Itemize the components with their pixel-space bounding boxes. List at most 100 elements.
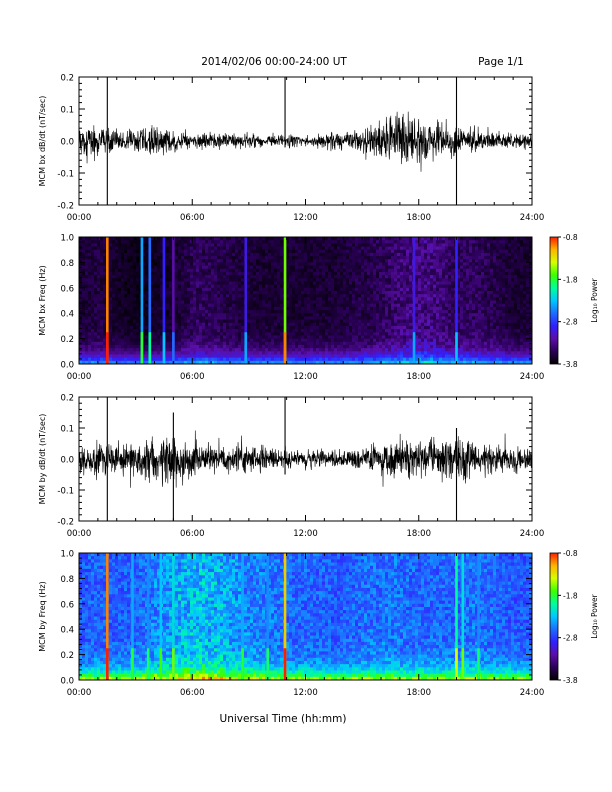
- spectrogram-cell: [88, 357, 92, 362]
- spectrogram-cell: [415, 303, 419, 308]
- spectrogram-cell: [406, 278, 410, 282]
- spectrogram-cell: [97, 329, 101, 333]
- spectrogram-cell: [373, 332, 377, 336]
- spectrogram-cell: [115, 268, 119, 273]
- spectrogram-cell: [91, 278, 95, 282]
- spectrogram-cell: [391, 294, 395, 298]
- spectrogram-cell: [310, 351, 314, 355]
- spectrogram-cell: [427, 256, 431, 260]
- spectrogram-cell: [199, 259, 203, 263]
- spectrogram-cell: [301, 243, 305, 247]
- spectrogram-cell: [91, 303, 95, 308]
- spectrogram-cell: [436, 262, 440, 266]
- spectrogram-cell: [229, 290, 233, 295]
- spectrogram-cell: [169, 303, 173, 308]
- spectrogram-cell: [151, 297, 155, 301]
- spectrogram-cell: [223, 294, 227, 298]
- spectrogram-cell: [373, 278, 377, 282]
- spectrogram-cell: [337, 332, 341, 336]
- spectrogram-cell: [307, 265, 311, 270]
- spectrogram-cell: [313, 262, 317, 266]
- spectrogram-cell: [97, 249, 101, 254]
- spectrogram-cell: [427, 310, 431, 314]
- spectrogram-cell: [169, 246, 173, 251]
- spectrogram-cell: [436, 335, 440, 339]
- spectrogram-cell: [175, 344, 179, 349]
- spectrogram-cell: [307, 240, 311, 244]
- spectrogram-cell: [217, 348, 221, 352]
- spectrogram-cell: [124, 300, 128, 305]
- spectrogram-cell: [175, 316, 179, 320]
- spectrogram-cell: [289, 278, 293, 282]
- spectrogram-cell: [85, 313, 89, 317]
- spectrogram-cell: [205, 243, 209, 247]
- spectrogram-cell: [424, 268, 428, 273]
- spectrogram-cell: [217, 354, 221, 359]
- spectrogram-cell: [277, 256, 281, 260]
- spectrogram-cell: [259, 319, 263, 324]
- spectrogram-cell: [415, 341, 419, 346]
- spectrogram-cell: [169, 268, 173, 273]
- spectrogram-cell: [94, 243, 98, 247]
- spectrogram-cell: [418, 332, 422, 336]
- spectrogram-cell: [343, 319, 347, 324]
- spectrogram-cell: [400, 351, 404, 355]
- spectrogram-cell: [298, 243, 302, 247]
- spectrogram-cell: [199, 338, 203, 343]
- spectrogram-cell: [232, 303, 236, 308]
- spectrogram-cell: [391, 268, 395, 273]
- spectrogram-cell: [79, 275, 83, 279]
- spectrogram-cell: [250, 262, 254, 266]
- spectrogram-cell: [334, 256, 338, 260]
- spectrogram-cell: [274, 265, 278, 270]
- spectrogram-cell: [370, 341, 374, 346]
- spectrogram-cell: [103, 329, 107, 333]
- spectrogram-cell: [229, 246, 233, 251]
- spectrogram-cell: [250, 237, 254, 241]
- spectrogram-cell: [418, 259, 422, 263]
- spectrogram-cell: [304, 256, 308, 260]
- spectrogram-cell: [319, 310, 323, 314]
- spectrogram-cell: [292, 246, 296, 251]
- spectrogram-cell: [295, 275, 299, 279]
- spectrogram-cell: [235, 300, 239, 305]
- spectrogram-cell: [331, 278, 335, 282]
- spectrogram-cell: [352, 281, 356, 286]
- spectrogram-cell: [247, 348, 251, 352]
- spectrogram-cell: [418, 357, 422, 362]
- spectrogram-cell: [370, 252, 374, 257]
- spectrogram-cell: [223, 351, 227, 355]
- spectrogram-cell: [433, 252, 437, 257]
- spectrogram-cell: [214, 313, 218, 317]
- spectrogram-cell: [334, 325, 338, 330]
- spectrogram-cell: [259, 237, 263, 241]
- spectrogram-cell: [130, 265, 134, 270]
- spectrogram-cell: [349, 281, 353, 286]
- spectrogram-cell: [253, 252, 257, 257]
- spectrogram-cell: [166, 329, 170, 333]
- spectrogram-cell: [397, 290, 401, 295]
- spectrogram-cell: [298, 332, 302, 336]
- spectrogram-cell: [268, 316, 272, 320]
- spectrogram-cell: [133, 268, 137, 273]
- spectrogram-cell: [232, 256, 236, 260]
- spectrogram-cell: [376, 246, 380, 251]
- spectrogram-cell: [352, 310, 356, 314]
- spectrogram-cell: [193, 240, 197, 244]
- spectrogram-cell: [235, 262, 239, 266]
- spectrogram-cell: [175, 249, 179, 254]
- spectrogram-cell: [337, 290, 341, 295]
- spectrogram-cell: [235, 290, 239, 295]
- spectrogram-cell: [226, 341, 230, 346]
- spectrogram-cell: [292, 332, 296, 336]
- spectrogram-cell: [151, 249, 155, 254]
- spectrogram-cell: [133, 306, 137, 311]
- spectrogram-cell: [424, 300, 428, 305]
- spectrogram-cell: [103, 259, 107, 263]
- spectrogram-cell: [418, 325, 422, 330]
- spectrogram-cell: [208, 297, 212, 301]
- spectrogram-cell: [358, 354, 362, 359]
- spectrogram-cell: [220, 294, 224, 298]
- spectrogram-cell: [424, 332, 428, 336]
- spectrogram-cell: [97, 278, 101, 282]
